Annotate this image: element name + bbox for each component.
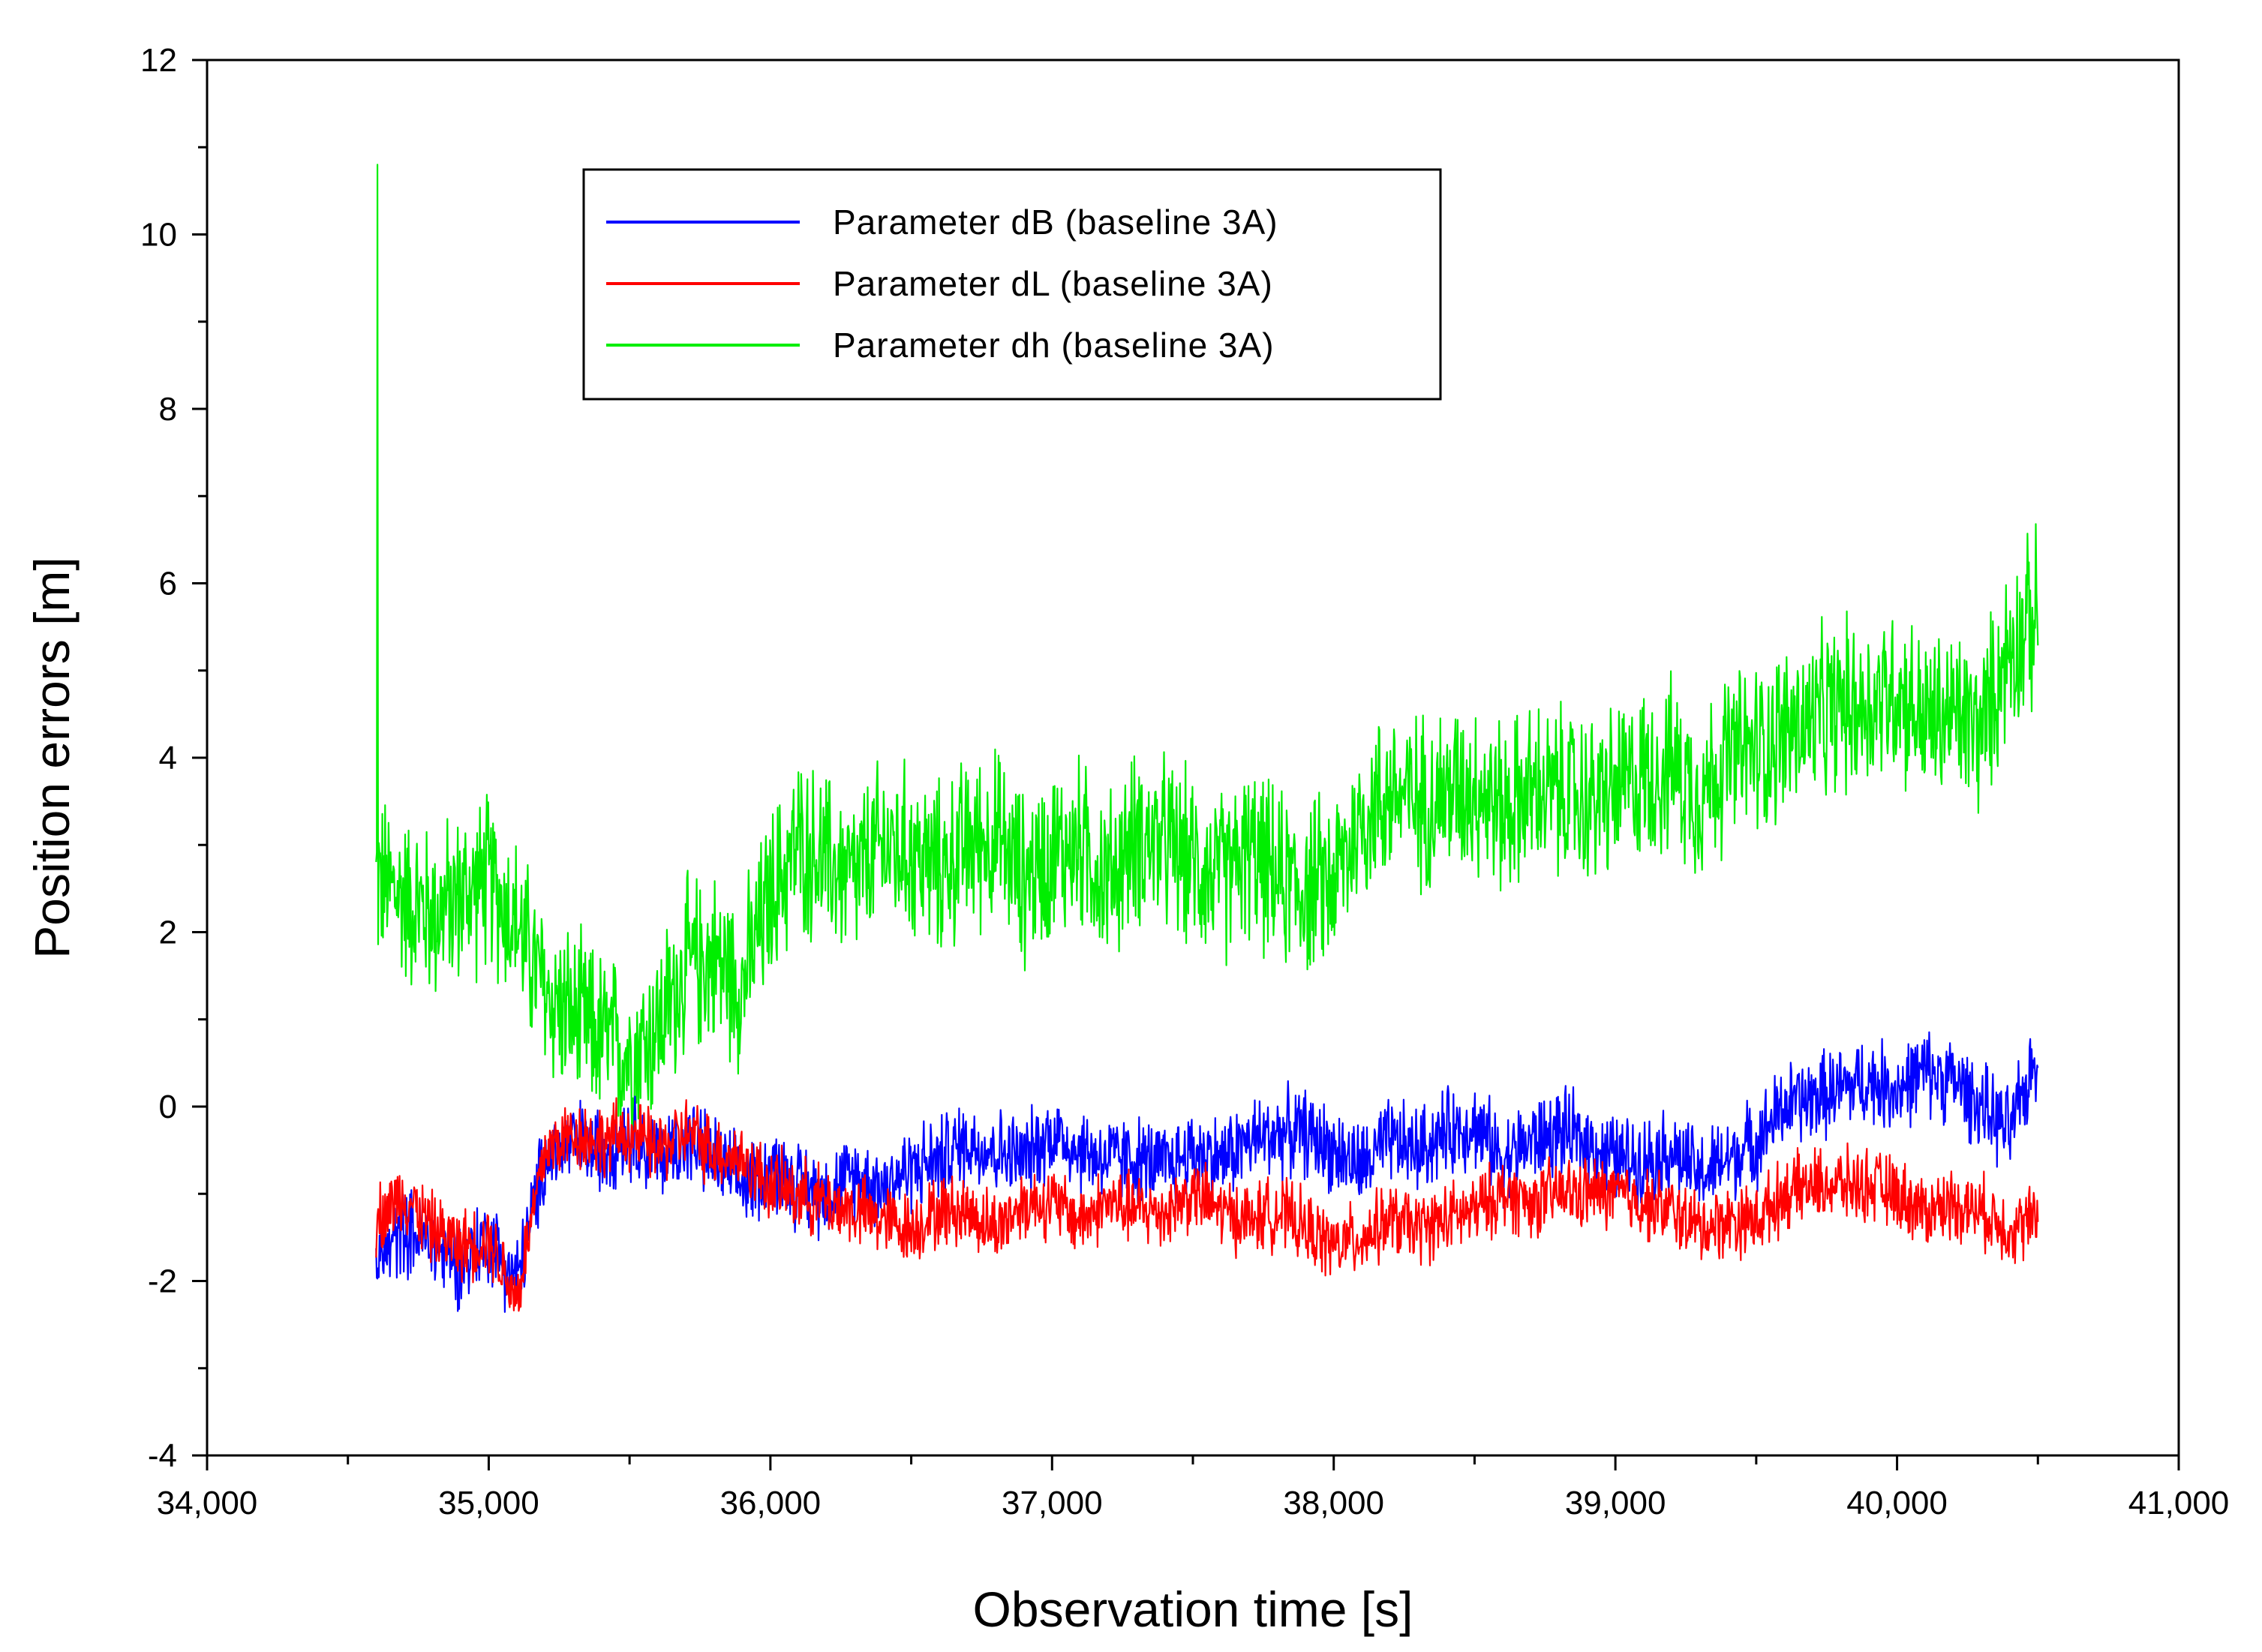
y-tick-label: 2 — [159, 915, 177, 951]
legend: Parameter dB (baseline 3A) Parameter dL … — [582, 168, 1442, 401]
x-tick-label: 37,000 — [1002, 1485, 1103, 1521]
x-tick-label: 34,000 — [157, 1485, 258, 1521]
series-layer — [375, 164, 2039, 1313]
y-tick-label: 4 — [159, 740, 177, 776]
legend-label-dL: Parameter dL (baseline 3A) — [833, 264, 1273, 303]
y-axis-title: Position errors [m] — [24, 557, 80, 958]
x-tick-label: 38,000 — [1283, 1485, 1384, 1521]
x-tick-label: 35,000 — [438, 1485, 539, 1521]
y-tick-label: -4 — [148, 1437, 177, 1474]
y-tick-label: 10 — [140, 217, 177, 254]
x-tick-label: 41,000 — [2128, 1485, 2230, 1521]
y-tick-label: 8 — [159, 391, 177, 428]
x-tick-label: 36,000 — [720, 1485, 822, 1521]
tick-labels: 34,000 35,000 36,000 37,000 38,000 39,000 40,0… — [140, 42, 2229, 1521]
x-tick-label: 40,000 — [1846, 1485, 1948, 1521]
series-line-dL — [375, 1097, 2039, 1312]
y-tick-label: 6 — [159, 566, 177, 602]
legend-label-dh: Parameter dh (baseline 3A) — [833, 326, 1275, 365]
x-tick-label: 39,000 — [1565, 1485, 1666, 1521]
y-tick-label: 0 — [159, 1089, 177, 1125]
x-axis-title: Observation time [s] — [973, 1581, 1413, 1637]
y-tick-label: -2 — [148, 1263, 177, 1300]
axis-ticks — [192, 59, 2180, 1470]
legend-label-dB: Parameter dB (baseline 3A) — [833, 203, 1278, 242]
y-tick-label: 12 — [140, 42, 177, 79]
series-line-dh — [375, 164, 2039, 1145]
